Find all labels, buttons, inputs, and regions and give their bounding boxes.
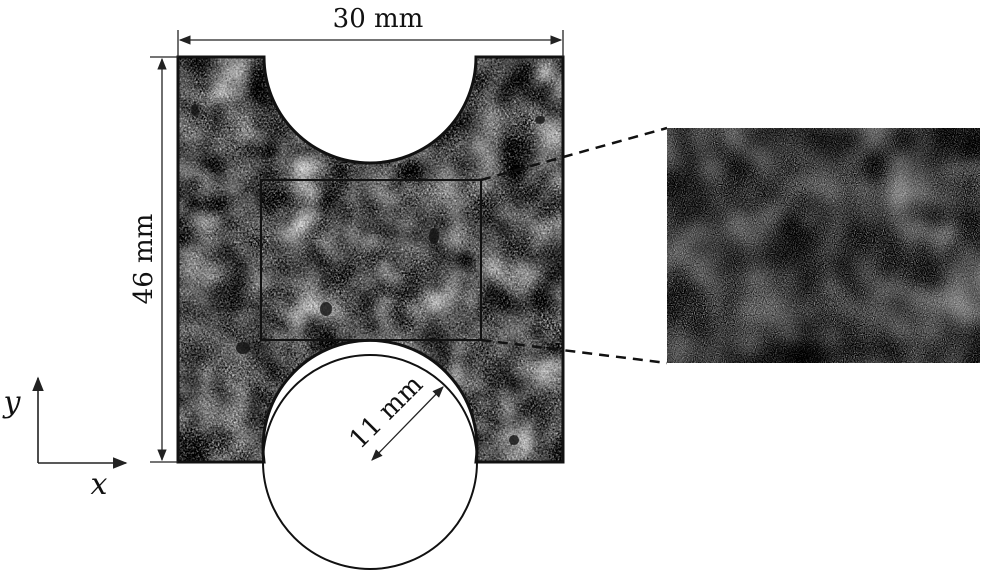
- radius-dimension: 11 mm: [344, 370, 444, 461]
- width-dimension: 30 mm: [177, 4, 564, 57]
- width-label: 30 mm: [333, 4, 424, 34]
- x-axis-label: x: [91, 467, 108, 502]
- zoom-inset: [667, 128, 980, 363]
- height-label: 46 mm: [129, 214, 159, 305]
- specimen-body: [176, 55, 565, 464]
- bottom-hole-outline: [262, 354, 478, 570]
- coordinate-axes: y x: [2, 376, 128, 502]
- y-axis-label: y: [2, 385, 22, 420]
- height-dimension: 46 mm: [129, 56, 178, 463]
- roi-rectangle: [260, 179, 482, 341]
- zoom-leader-bottom: [480, 338, 668, 365]
- radius-label: 11 mm: [344, 370, 429, 455]
- zoom-leader-top: [480, 126, 668, 182]
